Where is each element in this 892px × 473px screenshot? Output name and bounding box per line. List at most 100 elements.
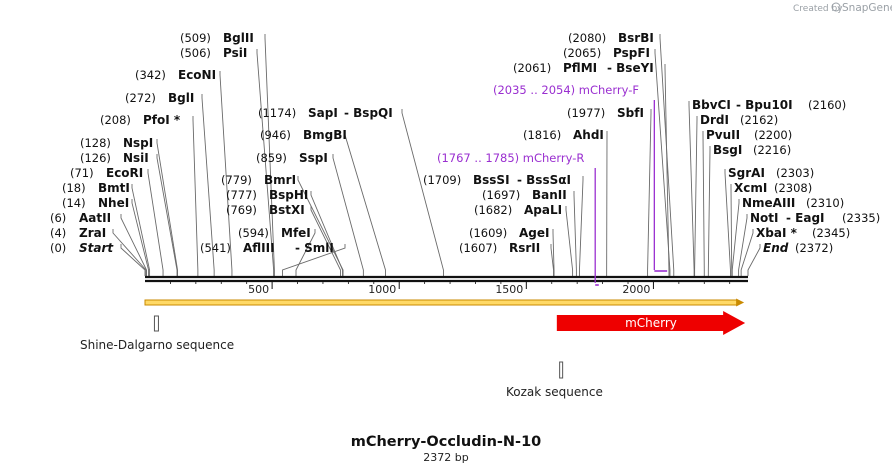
site-name: BstXI <box>269 203 305 217</box>
site-position: (1977) <box>567 106 605 120</box>
site-mfei[interactable]: (594) MfeI <box>238 226 311 240</box>
leader-bgli <box>201 94 215 276</box>
site-name: BbvCI <box>692 98 731 112</box>
site-position: (1709) <box>423 173 461 187</box>
orf-bar <box>144 298 745 307</box>
site-bmri[interactable]: (779) BmrI <box>221 173 296 187</box>
site-position: (769) <box>226 203 257 217</box>
site-nspi[interactable]: (128) NspI <box>80 136 153 150</box>
site-bsssi[interactable]: (1709) BssSI - BssSαI <box>423 173 571 187</box>
site-pvuii[interactable]: PvuII (2200) <box>706 128 792 142</box>
leader-rsrii <box>550 244 554 276</box>
site-position: (208) <box>100 113 131 127</box>
site-position: (0) <box>50 241 66 255</box>
shine-dalgarno-feature[interactable]: Shine-Dalgarno sequence <box>80 315 234 352</box>
leader-start <box>120 244 146 276</box>
site-name: NotI <box>750 211 779 225</box>
leader-bsssi <box>579 176 584 276</box>
site-position: (2372) <box>795 241 833 255</box>
site-name: SspI <box>299 151 328 165</box>
leader-sapi <box>401 109 444 276</box>
site-position: (777) <box>226 188 257 202</box>
site-name: AgeI <box>519 226 549 240</box>
shine-dalgarno-label: Shine-Dalgarno sequence <box>80 338 234 352</box>
site-rsrii[interactable]: (1607) RsrII <box>459 241 540 255</box>
leader-pspfi <box>654 49 671 276</box>
site-bsgi[interactable]: BsgI (2216) <box>713 143 791 157</box>
site-noti[interactable]: NotI - EagI (2335) <box>750 211 880 225</box>
site-position: (126) <box>80 151 111 165</box>
leader-econi <box>219 71 233 276</box>
mcherry-feature[interactable]: mCherry <box>556 311 746 335</box>
site-name-secondary: - EagI <box>786 211 825 225</box>
site-bglii[interactable]: (509) BglII <box>180 31 254 45</box>
site-pspfi[interactable]: (2065) PspFI <box>563 46 650 60</box>
site-name: ApaLI <box>524 203 562 217</box>
site-end[interactable]: End (2372) <box>763 241 833 255</box>
site-position: (1174) <box>258 106 296 120</box>
leader-nmeaiii <box>731 199 740 276</box>
site-nhei[interactable]: (14) NheI <box>62 196 129 210</box>
site-pflmi[interactable]: (2061) PflMI - BseYI <box>513 61 654 75</box>
site-nmeaiii[interactable]: NmeAIII (2310) <box>742 196 844 210</box>
kozak-box[interactable] <box>559 361 564 379</box>
site-nsii[interactable]: (126) NsiI <box>80 151 149 165</box>
site-start[interactable]: (0) Start <box>50 241 114 255</box>
site-ecori[interactable]: (71) EcoRI <box>70 166 143 180</box>
site-sspi[interactable]: (859) SspI <box>256 151 328 165</box>
leader-zrai <box>112 229 147 276</box>
site-position: (594) <box>238 226 269 240</box>
site-name: SapI <box>308 106 338 120</box>
site-name-secondary: - SmlI <box>295 241 334 255</box>
site-position: (779) <box>221 173 252 187</box>
leader-nhei <box>131 199 150 276</box>
site-drdi[interactable]: DrdI (2162) <box>700 113 778 127</box>
tick-label-2000: 2000 <box>622 283 650 296</box>
site-econi[interactable]: (342) EcoNI <box>135 68 216 82</box>
site-zrai[interactable]: (4) ZraI <box>50 226 106 240</box>
primer-mcherry-f[interactable]: (2035 .. 2054) mCherry-F <box>493 83 668 272</box>
leader-sbfi <box>647 109 652 276</box>
leader-bmri <box>297 176 344 276</box>
site-position: (71) <box>70 166 94 180</box>
site-xcmi[interactable]: XcmI (2308) <box>734 181 812 195</box>
site-sbfi[interactable]: (1977) SbfI <box>567 106 644 120</box>
leader-pfoi <box>192 116 199 276</box>
site-xbai[interactable]: XbaI * (2345) <box>756 226 850 240</box>
site-name: BmtI <box>98 181 130 195</box>
site-bsphi[interactable]: (777) BspHI <box>226 188 308 202</box>
site-agei[interactable]: (1609) AgeI <box>469 226 549 240</box>
site-sgrai[interactable]: SgrAI (2303) <box>728 166 814 180</box>
orf-arrow-body <box>144 299 738 306</box>
site-position: (2061) <box>513 61 551 75</box>
site-bmti[interactable]: (18) BmtI <box>62 181 130 195</box>
leader-agei <box>552 229 555 276</box>
site-apali[interactable]: (1682) ApaLI <box>474 203 562 217</box>
site-bstxi[interactable]: (769) BstXI <box>226 203 305 217</box>
site-pfoi[interactable]: (208) PfoI * <box>100 113 181 127</box>
site-aatii[interactable]: (6) AatII <box>50 211 111 225</box>
site-name: BspHI <box>269 188 308 202</box>
site-psii[interactable]: (506) PsiI <box>180 46 247 60</box>
site-name: AatII <box>79 211 111 225</box>
leader-bbvci <box>688 101 695 276</box>
site-bbvci[interactable]: BbvCI - Bpu10I (2160) <box>692 98 846 112</box>
site-ahdi[interactable]: (1816) AhdI <box>523 128 604 142</box>
leader-bmti <box>131 184 151 276</box>
kozak-feature[interactable]: Kozak sequence <box>506 361 603 399</box>
primer-label: (2035 .. 2054) mCherry-F <box>493 83 639 97</box>
site-bgli[interactable]: (272) BglI <box>125 91 194 105</box>
shine-dalgarno-box[interactable] <box>153 315 159 332</box>
site-afliii[interactable]: (541) AflIII - SmlI <box>200 241 334 255</box>
site-sapi[interactable]: (1174) SapI - BspQI <box>258 106 393 120</box>
map-title: mCherry-Occludin-N-10 <box>351 434 542 450</box>
site-position: (2310) <box>806 196 844 210</box>
site-banii[interactable]: (1697) BanII <box>482 188 567 202</box>
primer-mcherry-r[interactable]: (1767 .. 1785) mCherry-R <box>437 151 599 286</box>
site-position: (509) <box>180 31 211 45</box>
site-bsrbi[interactable]: (2080) BsrBI <box>568 31 654 45</box>
mcherry-arrow[interactable] <box>556 311 746 335</box>
site-bmgbi[interactable]: (946) BmgBI <box>260 128 347 142</box>
created-by-text: Created by <box>793 4 843 14</box>
